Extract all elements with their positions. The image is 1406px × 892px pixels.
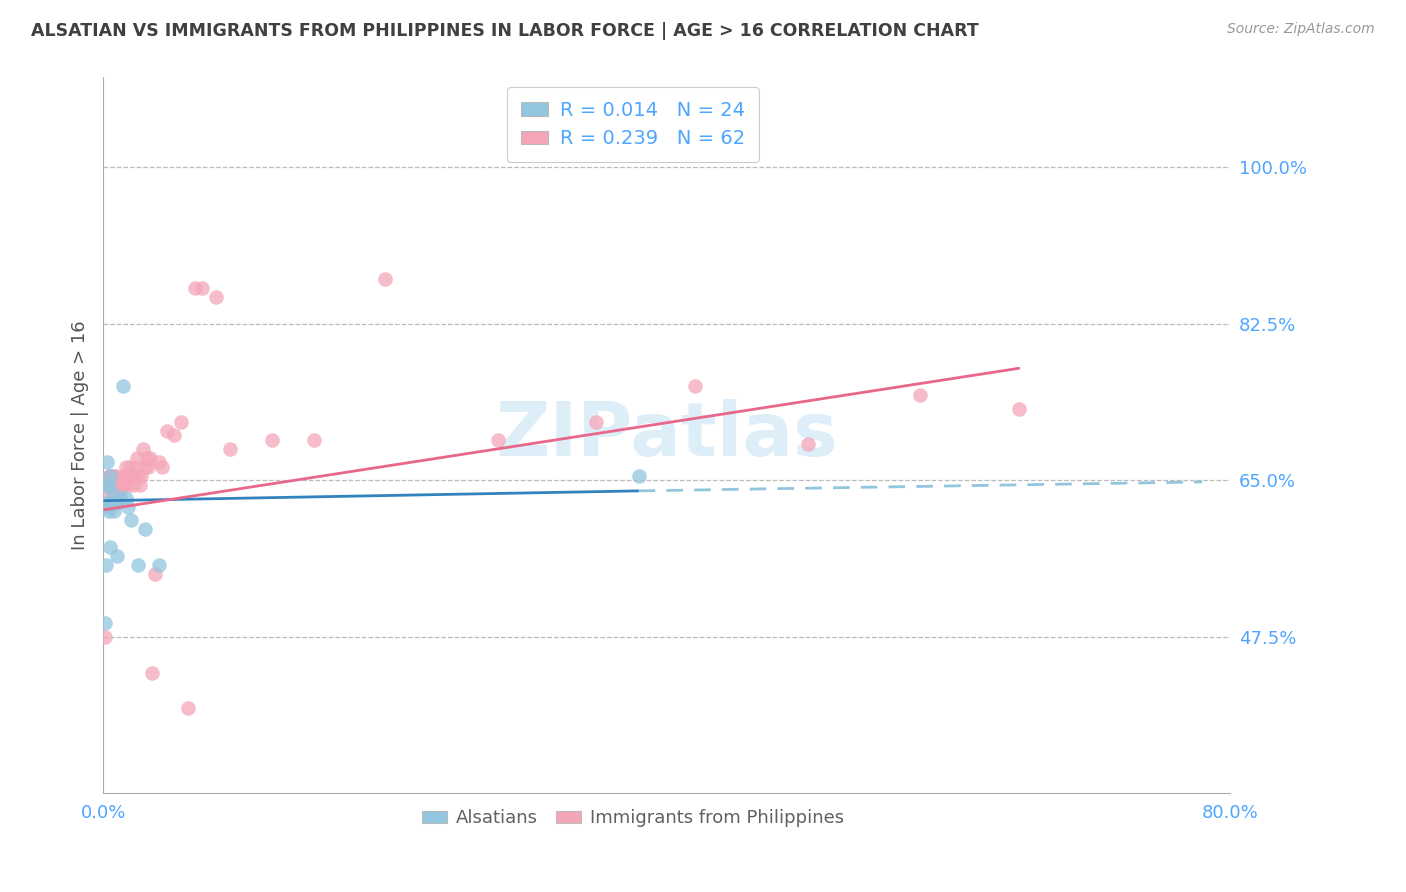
Point: [96, 477, 118, 491]
Point: [98, 468, 121, 483]
Point: [183, 281, 205, 295]
Point: [98, 541, 121, 555]
Point: [141, 665, 163, 680]
Point: [105, 495, 128, 509]
Point: [101, 495, 124, 509]
Point: [1008, 401, 1031, 416]
Point: [796, 437, 818, 451]
Point: [121, 477, 143, 491]
Point: [108, 491, 131, 505]
Point: [98, 468, 121, 483]
Point: [94, 477, 117, 491]
Point: [112, 477, 135, 491]
Point: [122, 468, 145, 483]
Point: [176, 701, 198, 715]
Point: [120, 513, 142, 527]
Point: [93, 630, 115, 644]
Point: [143, 567, 166, 582]
Point: [150, 459, 173, 474]
Point: [134, 459, 156, 474]
Point: [124, 459, 146, 474]
Point: [97, 495, 120, 509]
Text: Source: ZipAtlas.com: Source: ZipAtlas.com: [1227, 22, 1375, 37]
Point: [169, 415, 191, 429]
Point: [101, 477, 124, 491]
Point: [190, 281, 212, 295]
Point: [304, 433, 326, 447]
Point: [93, 500, 115, 514]
Point: [101, 486, 124, 500]
Point: [134, 522, 156, 536]
Point: [585, 415, 607, 429]
Point: [910, 388, 932, 402]
Y-axis label: In Labor Force | Age > 16: In Labor Force | Age > 16: [72, 320, 89, 550]
Text: ALSATIAN VS IMMIGRANTS FROM PHILIPPINES IN LABOR FORCE | AGE > 16 CORRELATION CH: ALSATIAN VS IMMIGRANTS FROM PHILIPPINES …: [31, 22, 979, 40]
Point: [127, 468, 149, 483]
Point: [104, 495, 127, 509]
Point: [125, 450, 148, 465]
Point: [103, 504, 125, 518]
Point: [374, 272, 396, 286]
Point: [96, 455, 118, 469]
Point: [98, 495, 121, 509]
Point: [129, 468, 152, 483]
Point: [115, 477, 138, 491]
Legend: Alsatians, Immigrants from Philippines: Alsatians, Immigrants from Philippines: [415, 802, 852, 834]
Point: [112, 468, 135, 483]
Point: [111, 477, 134, 491]
Point: [155, 424, 177, 438]
Point: [114, 459, 136, 474]
Point: [683, 379, 706, 393]
Point: [120, 468, 142, 483]
Point: [103, 495, 125, 509]
Point: [100, 495, 122, 509]
Point: [111, 379, 134, 393]
Point: [128, 477, 150, 491]
Point: [114, 491, 136, 505]
Point: [117, 468, 139, 483]
Point: [94, 491, 117, 505]
Point: [97, 504, 120, 518]
Point: [104, 486, 127, 500]
Point: [148, 558, 170, 573]
Point: [96, 495, 118, 509]
Point: [105, 477, 128, 491]
Point: [107, 486, 129, 500]
Point: [118, 459, 141, 474]
Point: [104, 468, 127, 483]
Point: [205, 290, 228, 304]
Point: [117, 500, 139, 514]
Point: [114, 468, 136, 483]
Point: [108, 477, 131, 491]
Point: [127, 558, 149, 573]
Point: [627, 468, 650, 483]
Point: [94, 558, 117, 573]
Point: [136, 459, 159, 474]
Text: ZIPatlas: ZIPatlas: [495, 399, 838, 472]
Point: [100, 468, 122, 483]
Point: [131, 442, 153, 456]
Point: [97, 477, 120, 491]
Point: [110, 477, 132, 491]
Point: [100, 495, 122, 509]
Point: [219, 442, 242, 456]
Point: [262, 433, 284, 447]
Point: [148, 455, 170, 469]
Point: [138, 450, 160, 465]
Point: [97, 468, 120, 483]
Point: [105, 549, 128, 564]
Point: [135, 450, 157, 465]
Point: [486, 433, 509, 447]
Point: [162, 428, 184, 442]
Point: [93, 616, 115, 631]
Point: [103, 468, 125, 483]
